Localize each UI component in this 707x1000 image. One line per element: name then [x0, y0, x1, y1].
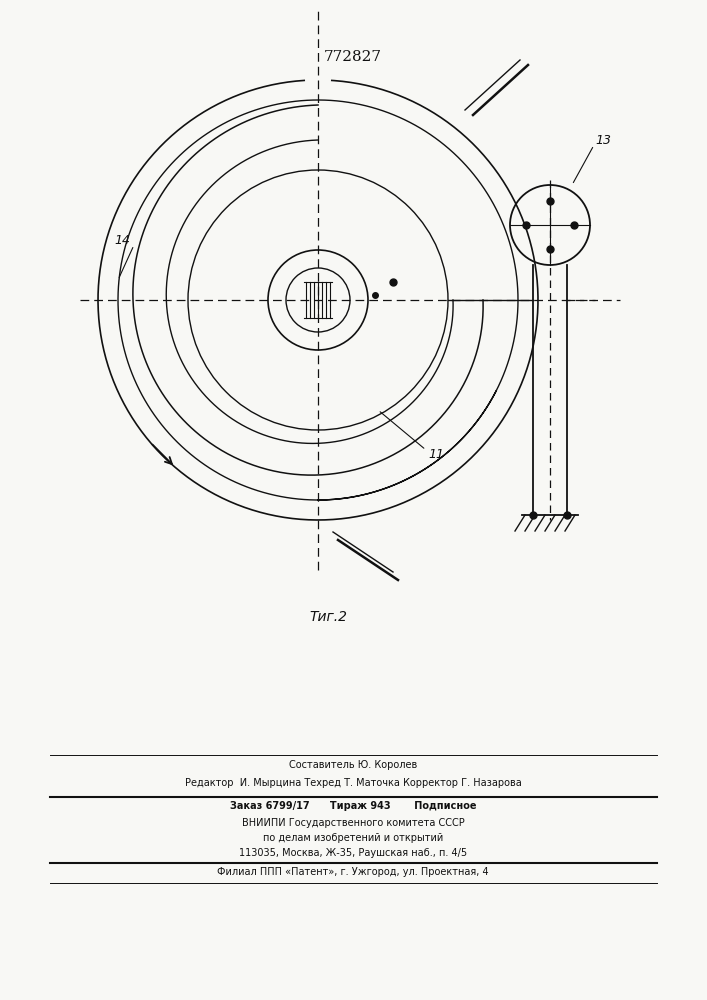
Text: 113035, Москва, Ж-35, Раушская наб., п. 4/5: 113035, Москва, Ж-35, Раушская наб., п. …: [239, 848, 467, 858]
Text: 13: 13: [595, 133, 611, 146]
Text: Заказ 6799/17      Тираж 943       Подписное: Заказ 6799/17 Тираж 943 Подписное: [230, 801, 477, 811]
Text: Составитель Ю. Королев: Составитель Ю. Королев: [289, 760, 417, 770]
Text: Филиал ППП «Патент», г. Ужгород, ул. Проектная, 4: Филиал ППП «Патент», г. Ужгород, ул. Про…: [217, 867, 489, 877]
Text: 772827: 772827: [324, 50, 382, 64]
Text: 11: 11: [428, 448, 444, 462]
Text: Τиг.2: Τиг.2: [309, 610, 347, 624]
Text: ВНИИПИ Государственного комитета СССР: ВНИИПИ Государственного комитета СССР: [242, 818, 464, 828]
Text: Редактор  И. Мырцина Техред Т. Маточка Корректор Г. Назарова: Редактор И. Мырцина Техред Т. Маточка Ко…: [185, 778, 521, 788]
Text: по делам изобретений и открытий: по делам изобретений и открытий: [263, 833, 443, 843]
Text: 14: 14: [114, 233, 130, 246]
